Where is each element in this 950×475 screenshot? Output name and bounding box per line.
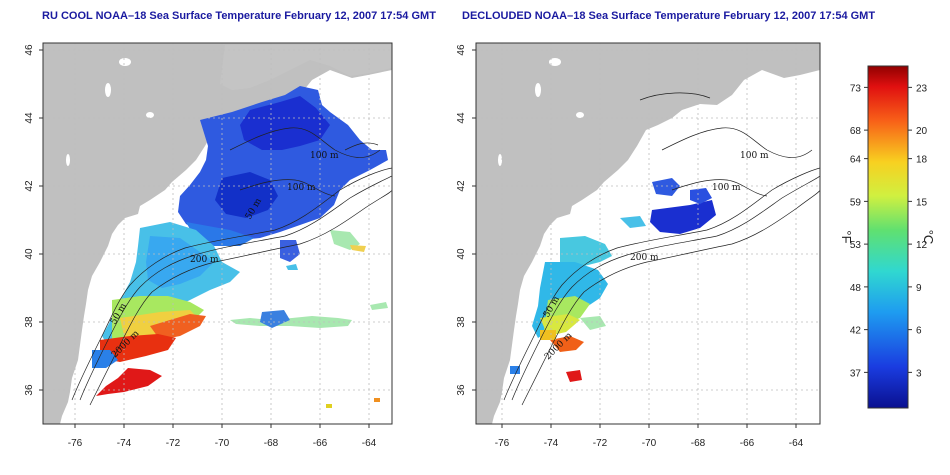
y-tick-label: 36 <box>456 384 467 396</box>
depth-label: 200 m <box>630 253 659 263</box>
right-plot-frame <box>475 42 821 425</box>
y-tick-label: 40 <box>24 248 35 260</box>
y-tick-label: 46 <box>456 44 467 56</box>
x-tick-label: -68 <box>264 438 279 449</box>
x-tick-label: -70 <box>642 438 657 449</box>
left-sst-data <box>92 86 388 408</box>
x-tick-label: -66 <box>740 438 755 449</box>
fahrenheit-unit-label: °F <box>839 230 854 243</box>
right-panel-title: DECLOUDED NOAA–18 Sea Surface Temperatur… <box>462 10 876 22</box>
fahrenheit-tick-label: 68 <box>850 126 862 137</box>
left-y-axis <box>39 49 43 391</box>
right-land-mass <box>476 43 820 424</box>
right-grid <box>476 43 820 424</box>
x-tick-label: -68 <box>691 438 706 449</box>
fahrenheit-tick-label: 64 <box>850 155 862 166</box>
x-tick-label: -74 <box>117 438 132 449</box>
left-x-axis <box>74 424 370 428</box>
fahrenheit-tick-label: 59 <box>850 197 862 208</box>
right-y-tick-labels: 36 38 40 42 44 46 <box>456 44 467 396</box>
celsius-tick-label: 3 <box>916 368 922 379</box>
x-tick-label: -64 <box>789 438 804 449</box>
x-tick-label: -66 <box>313 438 328 449</box>
left-y-tick-labels: 36 38 40 42 44 46 <box>24 44 35 396</box>
right-map-panel: 100 m 100 m 200 m 50 m 2000 m -76 -74 -7… <box>456 42 821 449</box>
y-tick-label: 42 <box>456 180 467 192</box>
celsius-tick-label: 23 <box>916 83 928 94</box>
y-tick-label: 36 <box>24 384 35 396</box>
celsius-tick-label: 9 <box>916 283 922 294</box>
celsius-unit-label: °C <box>921 230 936 245</box>
y-tick-label: 44 <box>24 112 35 124</box>
depth-label: 100 m <box>310 151 339 161</box>
celsius-tick-label: 12 <box>916 240 928 251</box>
right-x-tick-labels: -76 -74 -72 -70 -68 -66 -64 <box>495 438 804 449</box>
x-tick-label: -76 <box>68 438 83 449</box>
left-bathymetry-contours <box>71 127 392 406</box>
y-tick-label: 40 <box>456 248 467 260</box>
left-plot-frame <box>42 42 393 425</box>
y-tick-label: 38 <box>24 316 35 328</box>
depth-label: 100 m <box>740 151 769 161</box>
depth-label: 200 m <box>190 255 219 265</box>
left-land-mass <box>43 43 392 424</box>
fahrenheit-tick-label: 48 <box>850 283 862 294</box>
x-tick-label: -70 <box>215 438 230 449</box>
left-panel-title: RU COOL NOAA–18 Sea Surface Temperature … <box>42 10 436 22</box>
left-x-tick-labels: -76 -74 -72 -70 -68 -66 -64 <box>68 438 377 449</box>
fahrenheit-tick-label: 42 <box>850 326 862 337</box>
celsius-tick-label: 18 <box>916 155 928 166</box>
left-inland-lakes <box>66 58 154 166</box>
y-tick-label: 42 <box>24 180 35 192</box>
temperature-colorbar: 73 68 64 59 53 48 42 37 23 20 18 15 12 9 6 3 °F °C <box>839 65 936 409</box>
celsius-tick-label: 15 <box>916 197 928 208</box>
depth-label: 100 m <box>287 183 316 193</box>
depth-label: 100 m <box>712 183 741 193</box>
fahrenheit-tick-label: 73 <box>850 83 862 94</box>
right-bathymetry-contours <box>503 92 820 406</box>
y-tick-label: 44 <box>456 112 467 124</box>
left-grid <box>43 43 392 424</box>
right-x-axis <box>501 424 797 428</box>
right-inland-lakes <box>498 58 584 166</box>
x-tick-label: -74 <box>544 438 559 449</box>
left-map-panel: 100 m 100 m 200 m 50 m 50 m 2000 m -76 -… <box>24 42 393 449</box>
fahrenheit-tick-label: 53 <box>850 240 862 251</box>
x-tick-label: -72 <box>166 438 181 449</box>
x-tick-label: -64 <box>362 438 377 449</box>
y-tick-label: 38 <box>456 316 467 328</box>
x-tick-label: -72 <box>593 438 608 449</box>
celsius-tick-label: 20 <box>916 126 928 137</box>
right-y-axis <box>472 49 476 391</box>
fahrenheit-tick-label: 37 <box>850 368 862 379</box>
y-tick-label: 46 <box>24 44 35 56</box>
celsius-tick-label: 6 <box>916 326 922 337</box>
colorbar-gradient <box>867 65 909 409</box>
x-tick-label: -76 <box>495 438 510 449</box>
